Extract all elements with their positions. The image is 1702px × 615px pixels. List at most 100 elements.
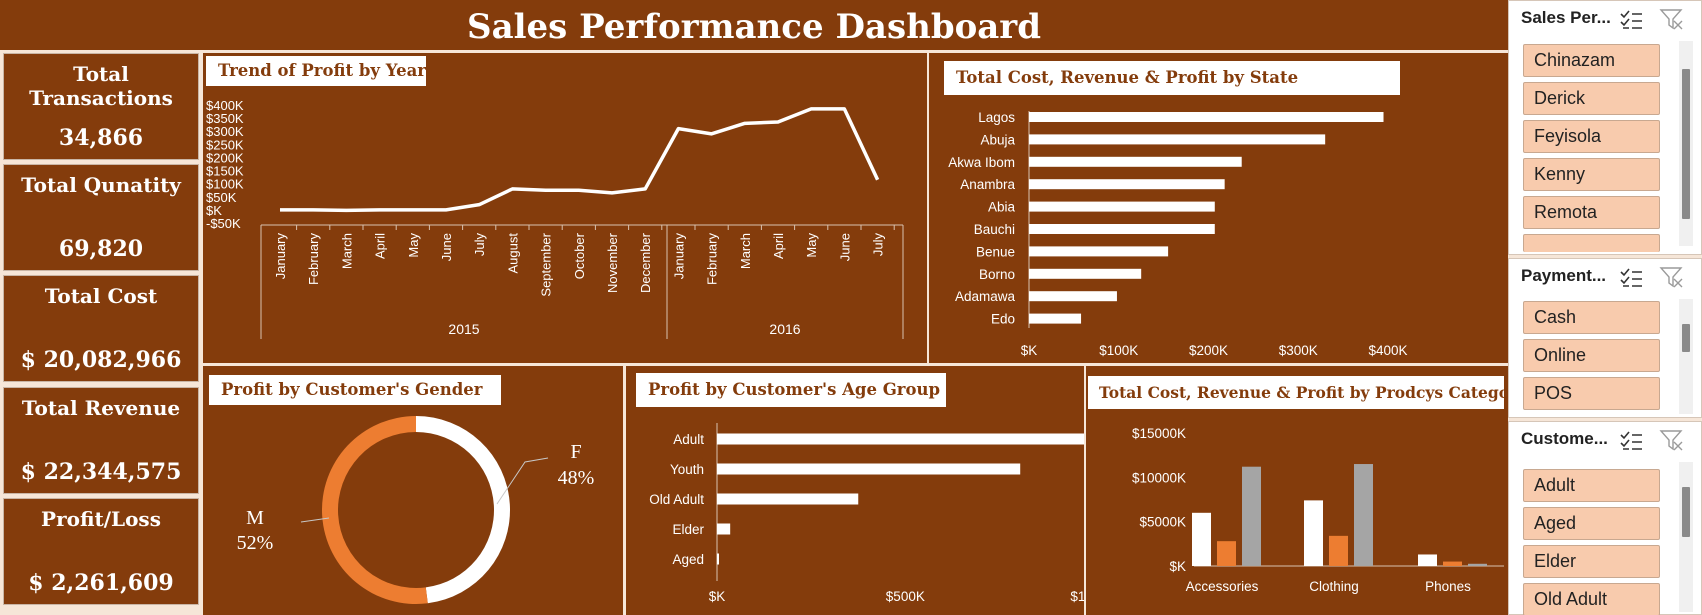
slicer-item-partial[interactable] <box>1523 234 1660 252</box>
clear-filter-icon[interactable] <box>1659 265 1685 289</box>
clear-filter-icon[interactable] <box>1659 428 1685 452</box>
category-label: Clothing <box>1309 579 1359 594</box>
category-label: Bauchi <box>974 222 1015 237</box>
x-tick-label: September <box>539 232 554 296</box>
scroll-thumb[interactable] <box>1682 487 1690 537</box>
slicer-item[interactable]: Remota <box>1523 196 1660 229</box>
slicer-item[interactable]: Kenny <box>1523 158 1660 191</box>
x-tick-label: March <box>738 233 753 269</box>
kpi-value: 69,820 <box>58 236 144 262</box>
category-label: Youth <box>670 462 704 477</box>
bar <box>1329 535 1348 566</box>
bar <box>1443 561 1462 566</box>
slicer-scrollbar[interactable] <box>1679 299 1693 414</box>
dashboard-title-bar: Sales Performance Dashboard <box>0 0 1508 50</box>
multi-select-icon[interactable] <box>1619 430 1643 452</box>
slicer-title: Sales Per... <box>1521 8 1611 27</box>
category-label: Akwa Ibom <box>948 155 1015 170</box>
multi-select-icon[interactable] <box>1619 9 1643 31</box>
multi-select-icon[interactable] <box>1619 267 1643 289</box>
slicer-item[interactable]: Aged <box>1523 507 1660 540</box>
bar <box>1029 224 1215 234</box>
kpi-total-quantity: Total Qunatity 69,820 <box>3 164 199 271</box>
y-tick-label: $50K <box>206 190 237 205</box>
x-tick-label: July <box>472 233 487 257</box>
state-chart-title: Total Cost, Revenue & Profit by State <box>944 61 1400 95</box>
y-tick-label: $100K <box>206 177 244 192</box>
category-label: Abuja <box>980 132 1015 147</box>
slicer-item[interactable]: Feyisola <box>1523 120 1660 153</box>
category-label: Adult <box>673 432 704 447</box>
donut-slice <box>321 416 428 604</box>
y-tick-label: $10000K <box>1132 470 1186 485</box>
slice-pct: 52% <box>237 532 274 554</box>
kpi-label: Profit/Loss <box>41 507 161 531</box>
bar <box>1304 500 1323 566</box>
x-tick-label: March <box>339 233 354 269</box>
gender-panel: Profit by Customer's Gender F 48% M 52% <box>203 366 623 615</box>
bar <box>717 433 1084 445</box>
x-tick-label: April <box>373 233 388 259</box>
y-tick-label: $5000K <box>1139 515 1186 530</box>
scroll-thumb[interactable] <box>1682 69 1690 219</box>
slicer-scrollbar[interactable] <box>1679 462 1693 612</box>
slicer-item[interactable]: Derick <box>1523 82 1660 115</box>
bar <box>717 493 859 505</box>
bar <box>1242 466 1261 566</box>
year-group-label: 2015 <box>448 321 479 337</box>
category-label: Abia <box>988 200 1016 215</box>
slicer-title: Custome... <box>1521 429 1608 448</box>
slicer-item[interactable]: Adult <box>1523 469 1660 502</box>
kpi-total-transactions: Total Transactions 34,866 <box>3 53 199 160</box>
slicer-item[interactable]: Elder <box>1523 545 1660 578</box>
slice-label: M <box>246 507 264 529</box>
kpi-profit-loss: Profit/Loss $ 2,261,609 <box>3 498 199 605</box>
x-tick-label: $1000K <box>1070 589 1084 604</box>
category-label: Old Adult <box>649 492 704 507</box>
scroll-thumb[interactable] <box>1682 324 1690 352</box>
x-tick-label: $100K <box>1099 343 1138 358</box>
kpi-value: $ 22,344,575 <box>20 459 182 485</box>
bar <box>1029 291 1117 302</box>
slicer-item[interactable]: Online <box>1523 339 1660 372</box>
profit-trend-line <box>280 107 880 213</box>
y-tick-label: $300K <box>206 124 244 139</box>
slicer-customer-age: Custome... Adult Aged Elder Old Adult <box>1508 421 1702 615</box>
bar <box>1029 268 1142 279</box>
slicer-item[interactable]: POS <box>1523 377 1660 410</box>
kpi-value: $ 20,082,966 <box>20 347 182 373</box>
bar <box>1029 313 1082 324</box>
y-tick-label: $K <box>206 203 222 218</box>
year-group-label: 2016 <box>769 321 800 337</box>
category-label: Benue <box>976 244 1015 259</box>
x-tick-label: January <box>671 233 686 280</box>
bar <box>1029 156 1242 167</box>
state-chart: Lagos Abuja Akwa Ibom Anambra Abia Bauchi Benu… <box>948 110 1407 358</box>
bar <box>1029 201 1215 212</box>
category-label: Aged <box>672 552 704 567</box>
x-tick-label: November <box>605 232 620 293</box>
x-tick-label: $400K <box>1368 343 1407 358</box>
slicer-item[interactable]: Cash <box>1523 301 1660 334</box>
y-tick-label: -$50K <box>206 216 241 231</box>
bar <box>1418 554 1437 566</box>
trend-chart-title: Trend of Profit by Year <box>206 56 426 86</box>
x-tick-label: April <box>771 233 786 259</box>
y-tick-label: $350K <box>206 111 244 126</box>
bar <box>717 553 719 565</box>
slicer-item[interactable]: Chinazam <box>1523 44 1660 77</box>
clear-filter-icon[interactable] <box>1659 7 1685 31</box>
bar <box>1029 112 1384 122</box>
slicer-scrollbar[interactable] <box>1679 41 1693 246</box>
x-tick-label: June <box>439 233 454 261</box>
category-label: Phones <box>1425 579 1471 594</box>
slicer-item[interactable]: Old Adult <box>1523 583 1660 615</box>
x-tick-label: May <box>804 233 819 258</box>
kpi-value: 34,866 <box>58 125 144 151</box>
category-label: Lagos <box>978 110 1015 125</box>
category-label: Adamawa <box>955 289 1016 304</box>
category-panel: Total Cost, Revenue & Profit by Prodcys … <box>1086 366 1526 615</box>
trend-panel: Trend of Profit by Year $400K $350K $300K $… <box>203 53 927 363</box>
donut-slice <box>416 416 510 604</box>
